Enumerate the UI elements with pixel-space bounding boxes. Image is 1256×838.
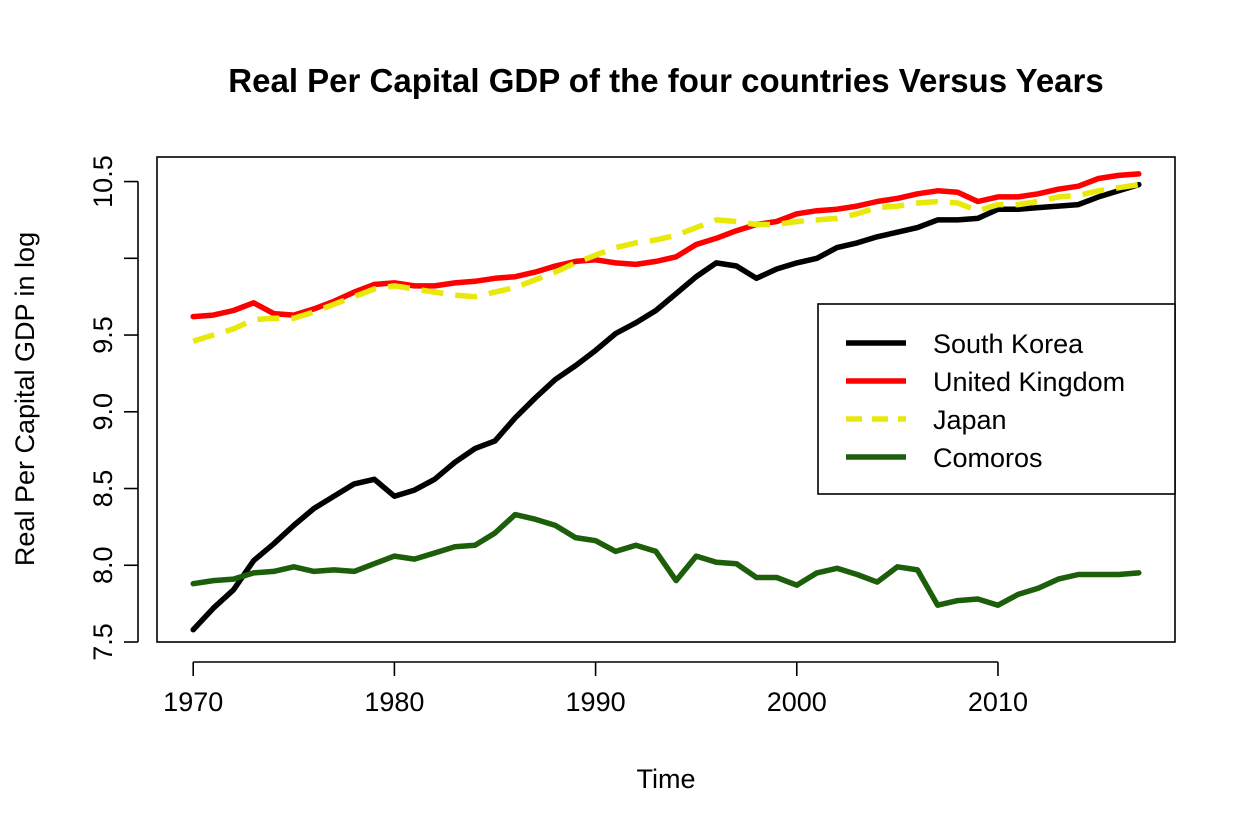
y-tick-label: 9.5: [88, 316, 118, 354]
legend-label: United Kingdom: [933, 367, 1125, 397]
legend-label: Comoros: [933, 443, 1043, 473]
x-tick-label: 2010: [968, 687, 1028, 717]
x-tick-label: 1980: [364, 687, 424, 717]
chart-title: Real Per Capital GDP of the four countri…: [228, 62, 1103, 99]
y-axis: 7.5 8.0 8.5 9.0 9.5 10.5: [88, 155, 139, 661]
x-axis-label: Time: [637, 764, 696, 794]
legend-box: [817, 303, 1176, 495]
x-tick-label: 1990: [566, 687, 626, 717]
y-tick-label: 10.5: [88, 155, 118, 208]
legend-label: Japan: [933, 405, 1007, 435]
y-tick-label: 8.5: [88, 470, 118, 508]
series-line-comoros: [190, 511, 1142, 608]
legend: South Korea United Kingdom Japan Comoros: [817, 303, 1176, 495]
y-tick-label: 8.0: [88, 546, 118, 584]
series-layer: [190, 171, 1142, 633]
series-line-south-korea: [190, 181, 1142, 633]
legend-label: South Korea: [933, 329, 1084, 359]
x-tick-label: 2000: [767, 687, 827, 717]
x-axis: 1970 1980 1990 2000 2010: [163, 661, 1028, 717]
y-axis-label: Real Per Capital GDP in log: [10, 232, 40, 566]
series-line-united-kingdom: [190, 171, 1142, 320]
x-tick-label: 1970: [163, 687, 223, 717]
series-line-japan: [192, 181, 1140, 344]
y-tick-label: 9.0: [88, 393, 118, 431]
y-tick-label: 7.5: [88, 623, 118, 661]
